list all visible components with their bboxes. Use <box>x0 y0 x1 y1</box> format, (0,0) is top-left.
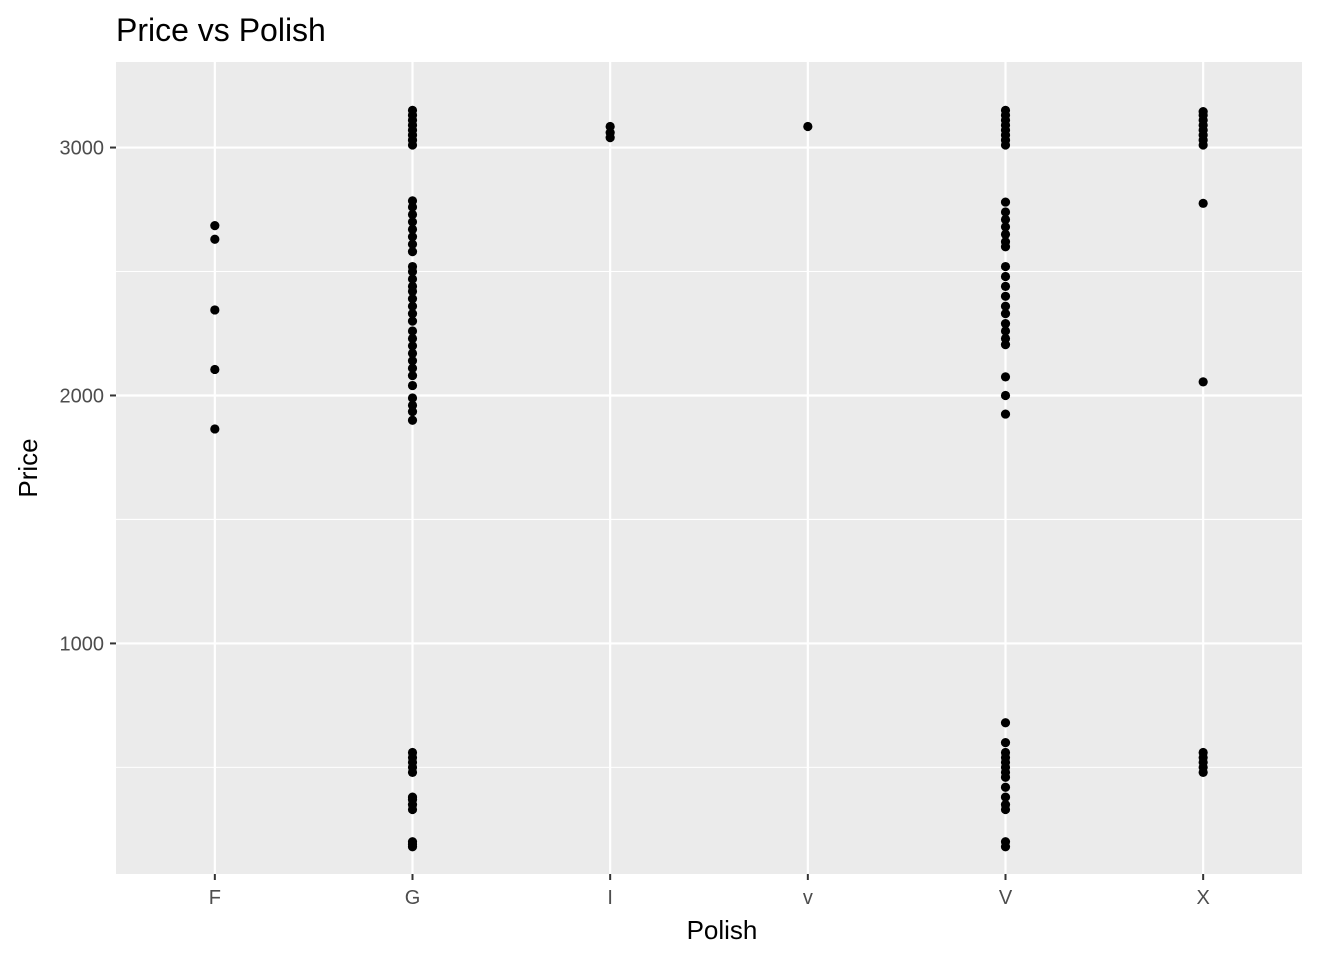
x-tick-label: v <box>803 887 813 909</box>
data-point <box>407 281 418 291</box>
data-point <box>407 247 418 257</box>
data-point <box>407 380 418 391</box>
data-point <box>605 121 615 132</box>
data-point <box>407 224 418 234</box>
data-point <box>1198 377 1208 387</box>
plot-panel <box>116 62 1302 874</box>
data-point <box>407 105 418 115</box>
data-point <box>407 301 418 311</box>
y-axis: 1000 2000 3000 <box>60 138 116 655</box>
x-tick-label: G <box>405 887 421 909</box>
data-point <box>1000 390 1011 401</box>
data-point <box>1000 318 1011 329</box>
data-point <box>1000 409 1011 419</box>
data-point <box>210 364 220 375</box>
data-point <box>1000 747 1011 758</box>
data-point <box>407 747 418 758</box>
x-tick-label: X <box>1196 887 1209 909</box>
data-point <box>407 261 418 272</box>
x-tick-label: I <box>607 887 613 909</box>
data-point <box>1000 301 1011 311</box>
data-point <box>1000 291 1011 301</box>
data-point <box>210 305 220 315</box>
y-tick-label: 3000 <box>60 138 105 160</box>
data-point <box>1000 792 1011 802</box>
x-tick-label: V <box>999 887 1013 909</box>
data-point <box>407 348 418 358</box>
data-point <box>1198 747 1208 758</box>
data-point <box>407 326 418 336</box>
data-point <box>407 239 418 249</box>
chart-title: Price vs Polish <box>116 12 326 48</box>
data-point <box>1198 198 1208 208</box>
data-point <box>1000 214 1011 225</box>
data-point <box>1000 229 1011 239</box>
data-point <box>407 294 418 304</box>
data-point <box>210 221 220 231</box>
data-point <box>407 792 418 802</box>
data-point <box>1000 309 1011 319</box>
data-point <box>407 232 418 242</box>
data-point <box>1000 271 1011 282</box>
data-point <box>407 363 418 373</box>
data-point <box>1000 837 1011 847</box>
data-point <box>1000 737 1011 748</box>
data-point <box>407 309 418 319</box>
data-point <box>1000 372 1011 382</box>
data-point <box>1000 105 1011 115</box>
y-tick-label: 2000 <box>60 385 105 407</box>
data-point <box>210 424 220 434</box>
data-point <box>803 121 813 132</box>
data-point <box>407 274 418 284</box>
data-point <box>407 333 418 344</box>
data-point <box>1000 799 1011 810</box>
data-point <box>1000 718 1011 728</box>
data-point <box>407 316 418 326</box>
data-point <box>1000 326 1011 336</box>
data-point <box>1000 237 1011 247</box>
x-tick-label: F <box>209 887 221 909</box>
data-point <box>407 356 418 366</box>
data-point <box>407 341 418 351</box>
data-point <box>407 393 418 403</box>
data-point <box>407 217 418 227</box>
data-point <box>1000 261 1011 272</box>
data-point <box>407 415 418 425</box>
y-axis-title: Price <box>13 438 43 497</box>
major-gridlines <box>116 62 1302 874</box>
data-point <box>1198 106 1208 117</box>
data-point <box>1000 281 1011 291</box>
data-point <box>1000 782 1011 792</box>
data-point <box>407 209 418 220</box>
minor-gridlines <box>116 270 1302 768</box>
data-point <box>1000 333 1011 344</box>
data-point <box>1000 222 1011 232</box>
data-point <box>1000 197 1011 207</box>
data-point <box>407 196 418 206</box>
data-point <box>407 371 418 381</box>
data-point <box>407 400 418 410</box>
data-points <box>210 105 1208 852</box>
data-point <box>1000 207 1011 217</box>
x-axis-title: Polish <box>687 915 758 945</box>
data-point <box>210 234 220 244</box>
y-tick-label: 1000 <box>60 633 105 655</box>
data-point <box>407 837 418 847</box>
